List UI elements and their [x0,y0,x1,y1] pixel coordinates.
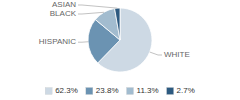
legend-item: 11.3% [127,86,159,95]
slice-label: HISPANIC [39,37,76,46]
legend-label: 23.8% [96,86,119,95]
slice-label: WHITE [164,50,190,59]
slice-label: ASIAN [52,0,76,9]
pie [88,8,152,72]
legend-swatch [45,88,52,95]
legend-label: 62.3% [55,86,78,95]
legend-swatch [127,88,134,95]
legend-item: 23.8% [86,86,119,95]
legend-label: 2.7% [177,86,195,95]
slice-label: BLACK [50,9,77,18]
leader-line [78,41,88,42]
pie-slice [95,8,120,40]
slice-labels: WHITE HISPANIC BLACKASIAN [39,0,190,59]
leader-line [150,52,162,55]
legend-swatch [167,88,174,95]
legend-label: 11.3% [137,86,159,95]
legend-item: 62.3% [45,86,78,95]
legend: 62.3% 23.8% 11.3% 2.7% [45,86,195,95]
pie-slice [115,8,120,40]
chart: WHITE HISPANIC BLACKASIAN 62.3% 23.8% 11.3% 2.… [0,0,240,100]
legend-swatch [86,88,93,95]
leader-line [78,12,104,14]
leader-line [78,5,117,8]
legend-item: 2.7% [167,86,195,95]
